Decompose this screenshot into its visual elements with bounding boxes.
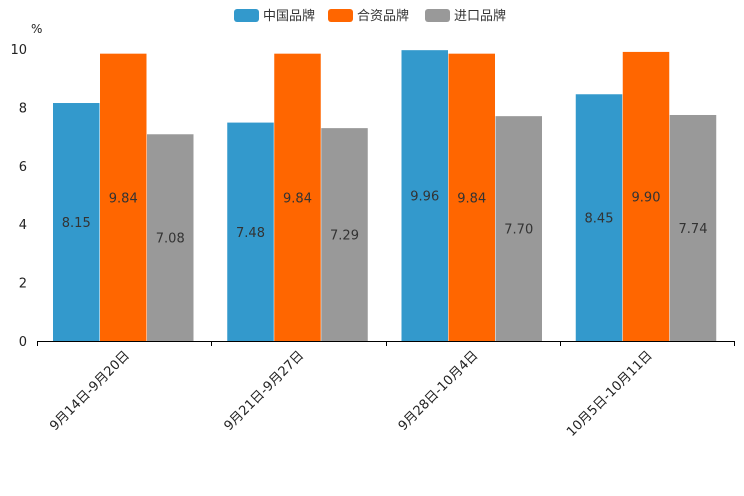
data-label: 7.74 bbox=[679, 222, 708, 237]
y-tick-label: 6 bbox=[19, 160, 27, 175]
bar-series2-cat4 bbox=[622, 51, 670, 342]
bar-series1-cat2 bbox=[227, 122, 274, 341]
legend-label-3: 进口品牌 bbox=[454, 8, 506, 24]
data-label: 9.84 bbox=[457, 191, 486, 206]
y-tick-label: 4 bbox=[19, 218, 27, 233]
y-tick-label: 2 bbox=[19, 277, 27, 292]
bar-series2-cat1 bbox=[100, 53, 147, 342]
bar-series3-cat4 bbox=[669, 114, 717, 341]
x-category-label: 10月5日-10月11日 bbox=[564, 348, 656, 440]
data-label: 9.96 bbox=[410, 190, 439, 205]
plot-area: 8.15 9.84 7.08 7.48 9.84 7.29 9.96 9.84 7.70 8.45… bbox=[53, 50, 717, 342]
y-tick-label: 8 bbox=[19, 101, 27, 116]
legend-label-1: 中国品牌 bbox=[263, 8, 315, 24]
data-label: 9.84 bbox=[109, 191, 138, 206]
y-tick-label: 0 bbox=[19, 335, 27, 350]
x-category-label: 9月28日-10月4日 bbox=[396, 348, 482, 434]
bar-series3-cat3 bbox=[495, 116, 542, 341]
data-label: 7.29 bbox=[330, 229, 359, 244]
bar-series1-cat1 bbox=[53, 103, 100, 342]
x-axis: 9月14日-9月20日 9月21日-9月27日 9月28日-10月4日 10月5日-1… bbox=[37, 341, 735, 440]
x-category-label: 9月14日-9月20日 bbox=[47, 348, 133, 434]
data-label: 7.08 bbox=[156, 232, 185, 247]
y-tick-label: 10 bbox=[10, 43, 27, 58]
y-axis: 0 2 4 6 8 10 bbox=[10, 43, 27, 350]
legend-swatch-1 bbox=[234, 9, 259, 22]
data-label: 7.70 bbox=[504, 223, 533, 238]
bar-series1-cat4 bbox=[575, 94, 623, 341]
bar-series3-cat1 bbox=[147, 134, 194, 341]
y-axis-unit-label: % bbox=[31, 22, 42, 36]
legend-swatch-2 bbox=[328, 9, 353, 22]
bar-series2-cat3 bbox=[448, 53, 495, 342]
legend-label-2: 合资品牌 bbox=[357, 8, 409, 24]
x-category-label: 9月21日-9月27日 bbox=[221, 348, 307, 434]
data-label: 9.84 bbox=[283, 191, 312, 206]
data-label: 8.45 bbox=[585, 212, 614, 227]
legend-swatch-3 bbox=[425, 9, 450, 22]
bar-series1-cat3 bbox=[401, 50, 448, 341]
bar-series3-cat2 bbox=[321, 128, 368, 341]
data-label: 9.90 bbox=[632, 190, 661, 205]
data-label: 8.15 bbox=[62, 216, 91, 231]
bar-series2-cat2 bbox=[274, 53, 321, 342]
data-label: 7.48 bbox=[236, 226, 265, 241]
legend: 中国品牌 合资品牌 进口品牌 bbox=[234, 8, 506, 24]
